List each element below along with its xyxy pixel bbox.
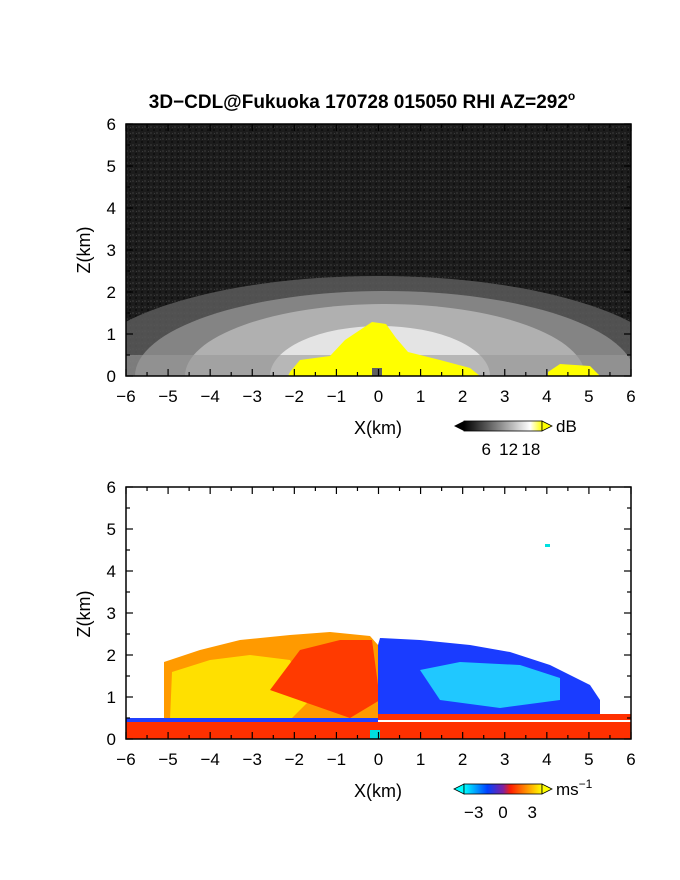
x-tick-label: −5 bbox=[158, 750, 177, 769]
colorbar-max-arrow bbox=[541, 783, 553, 795]
bottom-x-axis-label: X(km) bbox=[354, 781, 402, 801]
chart-title: 3D−CDL@Fukuoka 170728 015050 RHI AZ=292o bbox=[149, 89, 576, 113]
colorbar-tick-label: 6 bbox=[482, 440, 491, 459]
x-tick-label: −2 bbox=[285, 387, 304, 406]
x-tick-label: 2 bbox=[458, 750, 467, 769]
colorbar-min-arrow bbox=[453, 783, 465, 795]
bottom-y-tick-labels: 0 1 2 3 4 5 6 bbox=[107, 478, 116, 749]
y-tick-label: 5 bbox=[107, 157, 116, 176]
x-tick-label: 6 bbox=[626, 387, 635, 406]
bottom-axis-ticks bbox=[125, 486, 632, 740]
surface-layer-blue-left bbox=[126, 718, 378, 722]
y-tick-label: 1 bbox=[107, 325, 116, 344]
y-tick-label: 6 bbox=[107, 478, 116, 497]
x-tick-label: −6 bbox=[116, 387, 135, 406]
top-y-tick-labels: 0 1 2 3 4 5 6 bbox=[107, 115, 116, 386]
x-tick-label: 3 bbox=[500, 750, 509, 769]
y-tick-label: 4 bbox=[107, 199, 116, 218]
y-tick-label: 0 bbox=[107, 367, 116, 386]
colorbar-tick-label: 3 bbox=[528, 803, 537, 822]
y-tick-label: 3 bbox=[107, 604, 116, 623]
bottom-y-axis-label: Z(km) bbox=[74, 591, 94, 638]
x-tick-label: −3 bbox=[243, 387, 262, 406]
lidar-blind-spot-velocity bbox=[370, 730, 380, 739]
y-tick-label: 0 bbox=[107, 730, 116, 749]
colorbar-tick-labels: −3 0 3 bbox=[464, 803, 537, 822]
x-tick-label: 2 bbox=[458, 387, 467, 406]
top-x-tick-labels: −6 −5 −4 −3 −2 −1 0 1 2 3 4 5 6 bbox=[116, 387, 635, 406]
colorbar-unit: dB bbox=[556, 417, 577, 436]
x-tick-label: 4 bbox=[542, 750, 551, 769]
bottom-colorbar: ms−1 −3 0 3 bbox=[453, 777, 593, 822]
colorbar-tick-label: 18 bbox=[521, 440, 540, 459]
top-y-axis-label: Z(km) bbox=[74, 227, 94, 274]
saturated-patch-right bbox=[548, 364, 600, 376]
saturated-plume bbox=[288, 322, 480, 376]
velocity-red-core bbox=[270, 640, 380, 718]
colorbar-tick-label: −3 bbox=[464, 803, 483, 822]
x-tick-label: 5 bbox=[584, 387, 593, 406]
y-tick-label: 6 bbox=[107, 115, 116, 134]
x-tick-label: −6 bbox=[116, 750, 135, 769]
x-tick-label: 3 bbox=[500, 387, 509, 406]
bottom-x-tick-labels: −6 −5 −4 −3 −2 −1 0 1 2 3 4 5 6 bbox=[116, 750, 635, 769]
colorbar-tick-labels: 6 12 18 bbox=[482, 440, 541, 459]
x-tick-label: 4 bbox=[542, 387, 551, 406]
y-tick-label: 2 bbox=[107, 283, 116, 302]
velocity-strong-negative bbox=[420, 662, 560, 708]
x-tick-label: −2 bbox=[285, 750, 304, 769]
colorbar-tick-label: 0 bbox=[498, 803, 507, 822]
x-tick-label: 1 bbox=[416, 387, 425, 406]
x-tick-label: −3 bbox=[243, 750, 262, 769]
colorbar-tick-label: 12 bbox=[499, 440, 518, 459]
colorbar-max-arrow bbox=[541, 420, 553, 432]
x-tick-label: 5 bbox=[584, 750, 593, 769]
x-tick-label: 0 bbox=[374, 750, 383, 769]
isolated-echo bbox=[545, 544, 550, 547]
x-tick-label: 0 bbox=[374, 387, 383, 406]
top-x-axis-label: X(km) bbox=[354, 418, 402, 438]
x-tick-label: 1 bbox=[416, 750, 425, 769]
lidar-blind-spot bbox=[372, 368, 382, 376]
colorbar-gradient bbox=[463, 783, 543, 795]
x-tick-label: −5 bbox=[158, 387, 177, 406]
x-tick-label: −1 bbox=[327, 387, 346, 406]
x-tick-label: −1 bbox=[327, 750, 346, 769]
y-tick-label: 1 bbox=[107, 688, 116, 707]
colorbar-gradient bbox=[463, 420, 543, 432]
x-tick-label: 6 bbox=[626, 750, 635, 769]
x-tick-label: −4 bbox=[200, 750, 219, 769]
surface-layer-red-right bbox=[378, 714, 631, 720]
velocity-strong-positive bbox=[170, 655, 310, 720]
top-axis-ticks bbox=[125, 123, 632, 377]
y-tick-label: 5 bbox=[107, 520, 116, 539]
top-colorbar: dB 6 12 18 bbox=[454, 417, 577, 459]
colorbar-unit: ms−1 bbox=[556, 777, 593, 799]
y-tick-label: 3 bbox=[107, 241, 116, 260]
y-tick-label: 2 bbox=[107, 646, 116, 665]
y-tick-label: 4 bbox=[107, 562, 116, 581]
x-tick-label: −4 bbox=[200, 387, 219, 406]
colorbar-min-arrow bbox=[454, 421, 464, 431]
